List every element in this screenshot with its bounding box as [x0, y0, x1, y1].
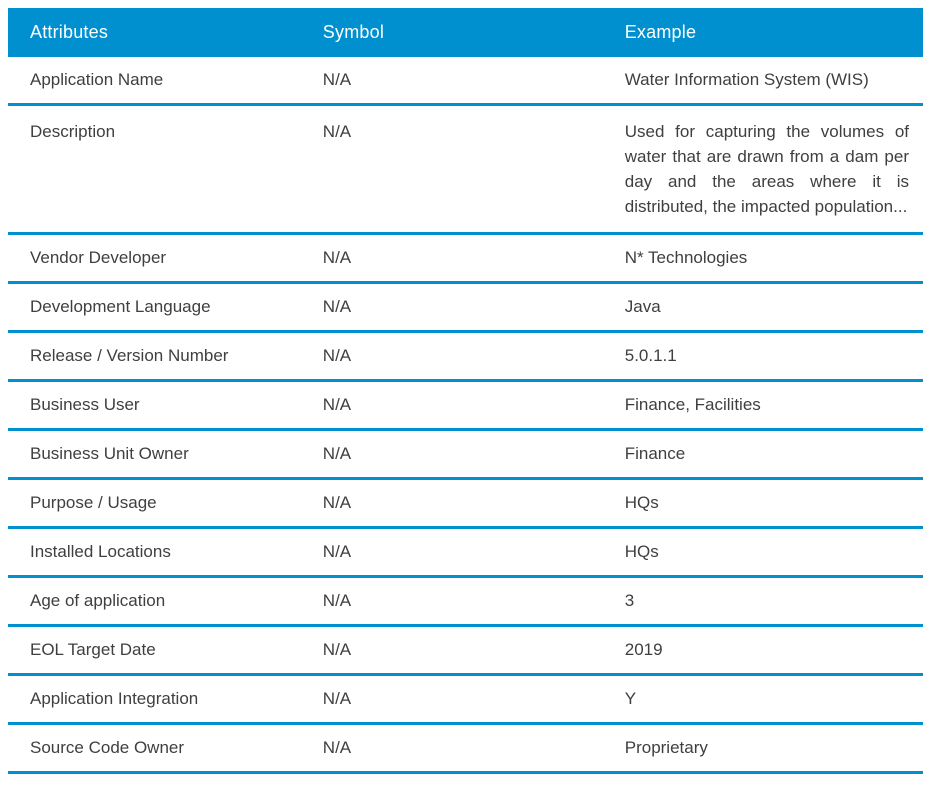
cell-symbol: N/A: [300, 57, 603, 106]
cell-symbol: N/A: [300, 233, 603, 284]
table-row: Business User N/A Finance, Facilities: [8, 380, 923, 431]
cell-symbol: N/A: [300, 282, 603, 333]
cell-attribute: Release / Version Number: [8, 331, 301, 382]
cell-attribute: Age of application: [8, 576, 301, 627]
cell-symbol: N/A: [300, 478, 603, 529]
table-row: Application Integration N/A Y: [8, 674, 923, 725]
cell-attribute: Application Name: [8, 57, 301, 106]
cell-example: N* Technologies: [602, 233, 923, 284]
cell-example: HQs: [602, 478, 923, 529]
column-header-example: Example: [602, 8, 923, 57]
header-row: Attributes Symbol Example: [8, 8, 923, 57]
cell-attribute: Development Language: [8, 282, 301, 333]
cell-symbol: N/A: [300, 723, 603, 774]
cell-example: Finance, Facilities: [602, 380, 923, 431]
cell-example: Proprietary: [602, 723, 923, 774]
cell-example: HQs: [602, 527, 923, 578]
column-header-symbol: Symbol: [300, 8, 603, 57]
cell-example: 5.0.1.1: [602, 331, 923, 382]
table-header: Attributes Symbol Example: [8, 8, 923, 57]
cell-example: Finance: [602, 429, 923, 480]
table-row: Installed Locations N/A HQs: [8, 527, 923, 578]
cell-symbol: N/A: [300, 429, 603, 480]
cell-attribute: Business User: [8, 380, 301, 431]
table-row: Description N/A Used for capturing the vol…: [8, 104, 923, 235]
cell-symbol: N/A: [300, 331, 603, 382]
cell-example: Y: [602, 674, 923, 725]
table-row: Application Name N/A Water Information Sys…: [8, 57, 923, 106]
cell-attribute: Purpose / Usage: [8, 478, 301, 529]
table-row: Purpose / Usage N/A HQs: [8, 478, 923, 529]
cell-attribute: Description: [8, 104, 301, 235]
table-row: Age of application N/A 3: [8, 576, 923, 627]
cell-symbol: N/A: [300, 527, 603, 578]
column-header-attributes: Attributes: [8, 8, 301, 57]
cell-example: Water Information System (WIS): [602, 57, 923, 106]
cell-example: 3: [602, 576, 923, 627]
table-row: EOL Target Date N/A 2019: [8, 625, 923, 676]
cell-example: 2019: [602, 625, 923, 676]
cell-example: Java: [602, 282, 923, 333]
cell-attribute: Application Integration: [8, 674, 301, 725]
cell-symbol: N/A: [300, 380, 603, 431]
cell-attribute: EOL Target Date: [8, 625, 301, 676]
cell-symbol: N/A: [300, 625, 603, 676]
cell-attribute: Installed Locations: [8, 527, 301, 578]
table-body: Application Name N/A Water Information Sys…: [8, 57, 923, 774]
table-row: Business Unit Owner N/A Finance: [8, 429, 923, 480]
table-row: Vendor Developer N/A N* Technologies: [8, 233, 923, 284]
cell-symbol: N/A: [300, 104, 603, 235]
cell-attribute: Business Unit Owner: [8, 429, 301, 480]
cell-attribute: Vendor Developer: [8, 233, 301, 284]
cell-attribute: Source Code Owner: [8, 723, 301, 774]
cell-example: Used for capturing the volumes of water …: [602, 104, 923, 235]
table-row: Release / Version Number N/A 5.0.1.1: [8, 331, 923, 382]
table-row: Source Code Owner N/A Proprietary: [8, 723, 923, 774]
cell-symbol: N/A: [300, 674, 603, 725]
attributes-table: Attributes Symbol Example Application Na…: [8, 8, 923, 774]
attributes-table-container: Attributes Symbol Example Application Na…: [8, 8, 923, 774]
table-row: Development Language N/A Java: [8, 282, 923, 333]
cell-symbol: N/A: [300, 576, 603, 627]
